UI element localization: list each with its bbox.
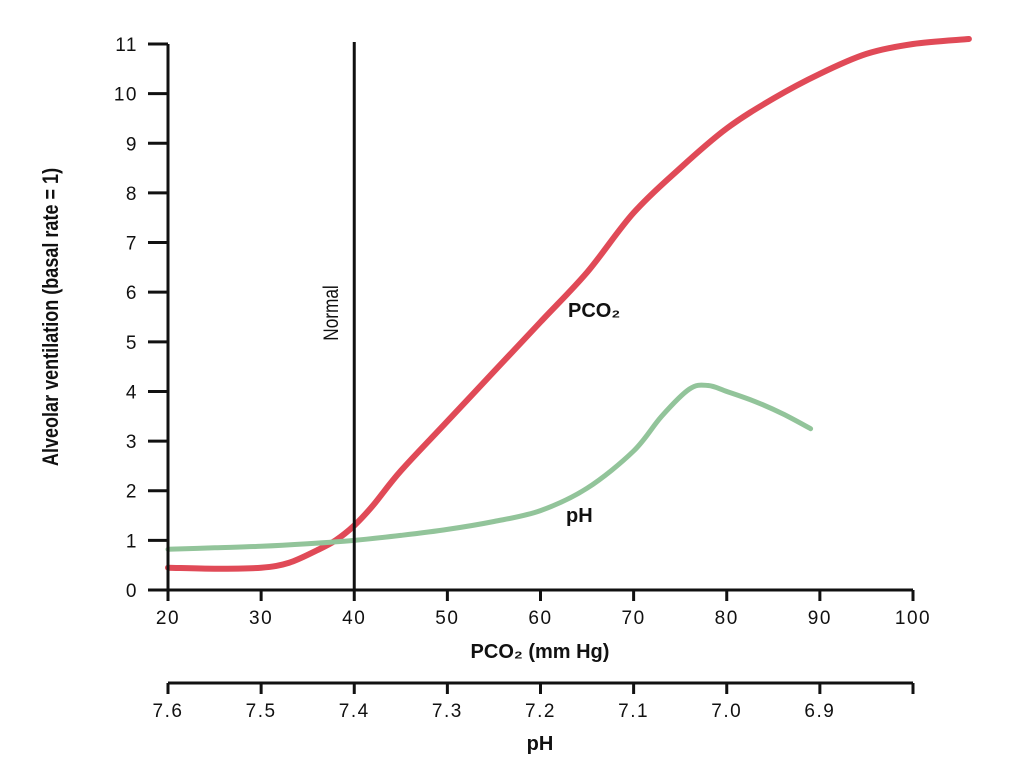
x-tick-label: 100 [895,608,931,629]
normal-reference: Normal [321,42,356,590]
y-tick-label: 2 [126,482,138,503]
y-tick-label: 10 [114,85,138,106]
series-line-pco2 [165,36,972,572]
ph-tick-label: 7.3 [432,701,463,722]
x-tick-label: 50 [435,608,459,629]
y-axis-ticks: 0 1 2 3 4 5 6 7 8 9 10 11 [114,35,168,602]
ph-tick-label: 7.1 [618,701,649,722]
ph-tick-label: 7.5 [246,701,277,722]
series-lines [165,36,972,572]
series-label-ph: pH [566,505,593,527]
x-tick-label: 70 [622,608,646,629]
x-tick-label: 80 [715,608,739,629]
y-tick-label: 6 [126,283,138,304]
y-tick-label: 11 [115,35,138,56]
y-tick-label: 4 [126,382,138,403]
y-tick-label: 7 [126,234,138,255]
x-axis-title: PCO₂ (mm Hg) [471,641,610,663]
x-tick-label: 20 [156,608,180,629]
y-tick-label: 0 [126,581,138,602]
ph-axis-title: pH [527,733,554,755]
ph-tick-label: 7.6 [153,701,184,722]
x-tick-label: 60 [528,608,552,629]
x-tick-label: 90 [808,608,832,629]
x-axis-ticks: 20 30 40 50 60 70 80 90 100 [156,590,931,629]
ph-tick-label: 6.9 [804,701,835,722]
y-tick-label: 8 [126,184,138,205]
x-tick-label: 30 [249,608,273,629]
y-axis-title: Alveolar ventilation (basal rate = 1) [39,168,63,466]
ph-tick-label: 7.2 [525,701,556,722]
ph-axis-ticks: 7.6 7.5 7.4 7.3 7.2 7.1 7.0 6.9 [153,683,835,722]
y-tick-label: 3 [126,432,138,453]
y-tick-label: 5 [126,333,138,354]
y-tick-label: 9 [126,134,138,155]
y-tick-label: 1 [126,531,138,552]
x-tick-label: 40 [342,608,366,629]
series-line-ph [165,382,814,552]
series-label-pco2: PCO₂ [568,300,620,322]
ph-tick-label: 7.0 [711,701,742,722]
ph-tick-label: 7.4 [339,701,370,722]
normal-label: Normal [321,285,344,340]
